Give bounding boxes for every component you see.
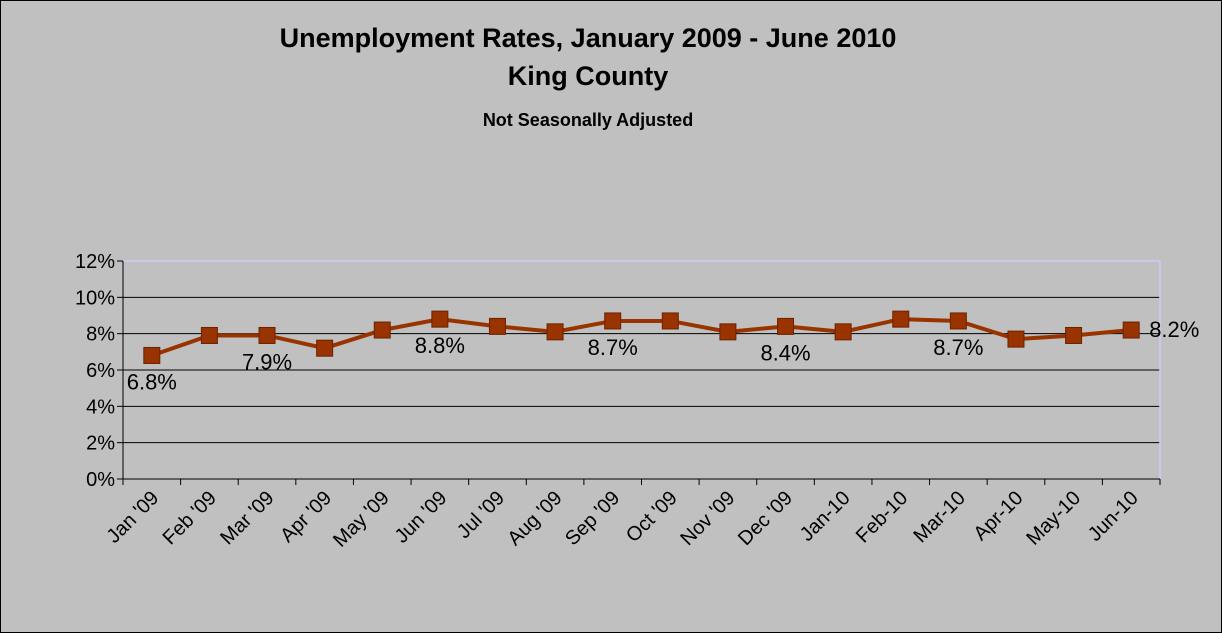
- x-tick-label: Nov '09: [676, 487, 739, 550]
- x-tick-label: Mar '09: [216, 487, 278, 549]
- x-tick-label: Jun-10: [1084, 487, 1143, 546]
- data-label: 6.8%: [127, 369, 177, 394]
- x-tick-label: Sep '09: [561, 487, 624, 550]
- x-tick-label: Feb '09: [159, 487, 221, 549]
- data-point-marker: [950, 313, 966, 329]
- x-tick-label: Feb-10: [852, 487, 912, 547]
- x-tick-label: May '09: [329, 487, 394, 552]
- data-point-marker: [489, 318, 505, 334]
- y-tick-label: 6%: [86, 360, 115, 382]
- data-point-marker: [374, 322, 390, 338]
- x-tick-label: Oct '09: [622, 487, 682, 547]
- chart-note: Not Seasonally Adjusted: [483, 110, 693, 130]
- data-label: 8.2%: [1149, 317, 1199, 342]
- data-point-marker: [1066, 327, 1082, 343]
- chart-subtitle: King County: [508, 61, 668, 91]
- data-point-marker: [317, 340, 333, 356]
- chart-title: Unemployment Rates, January 2009 - June …: [280, 23, 897, 53]
- y-tick-label: 2%: [86, 433, 115, 455]
- data-point-marker: [605, 313, 621, 329]
- data-label: 8.7%: [588, 335, 638, 360]
- data-point-marker: [835, 324, 851, 340]
- data-point-marker: [662, 313, 678, 329]
- x-tick-label: Aug '09: [504, 487, 567, 550]
- data-point-marker: [547, 324, 563, 340]
- x-tick-label: Jul '09: [453, 487, 509, 543]
- data-point-marker: [720, 324, 736, 340]
- x-tick-label: Jan-10: [796, 487, 855, 546]
- series-line: [152, 319, 1131, 355]
- y-tick-label: 0%: [86, 469, 115, 491]
- data-point-marker: [1008, 331, 1024, 347]
- y-tick-label: 8%: [86, 324, 115, 346]
- x-tick-label: Apr '09: [276, 487, 336, 547]
- data-point-marker: [259, 327, 275, 343]
- data-label: 8.8%: [415, 333, 465, 358]
- x-tick-label: Mar-10: [910, 487, 970, 547]
- data-point-marker: [432, 311, 448, 327]
- y-tick-label: 10%: [75, 287, 115, 309]
- x-tick-label: Dec '09: [734, 487, 797, 550]
- x-tick-label: Apr-10: [970, 487, 1028, 545]
- data-label: 7.9%: [242, 349, 292, 374]
- data-point-marker: [778, 318, 794, 334]
- y-tick-label: 4%: [86, 396, 115, 418]
- data-point-marker: [1123, 322, 1139, 338]
- data-label: 8.4%: [760, 340, 810, 365]
- data-point-marker: [144, 347, 160, 363]
- data-point-marker: [893, 311, 909, 327]
- x-tick-label: Jan '09: [103, 487, 164, 548]
- y-tick-label: 12%: [75, 251, 115, 273]
- data-point-marker: [201, 327, 217, 343]
- x-tick-label: Jun '09: [391, 487, 452, 548]
- data-label: 8.7%: [933, 335, 983, 360]
- x-tick-label: May-10: [1022, 487, 1085, 550]
